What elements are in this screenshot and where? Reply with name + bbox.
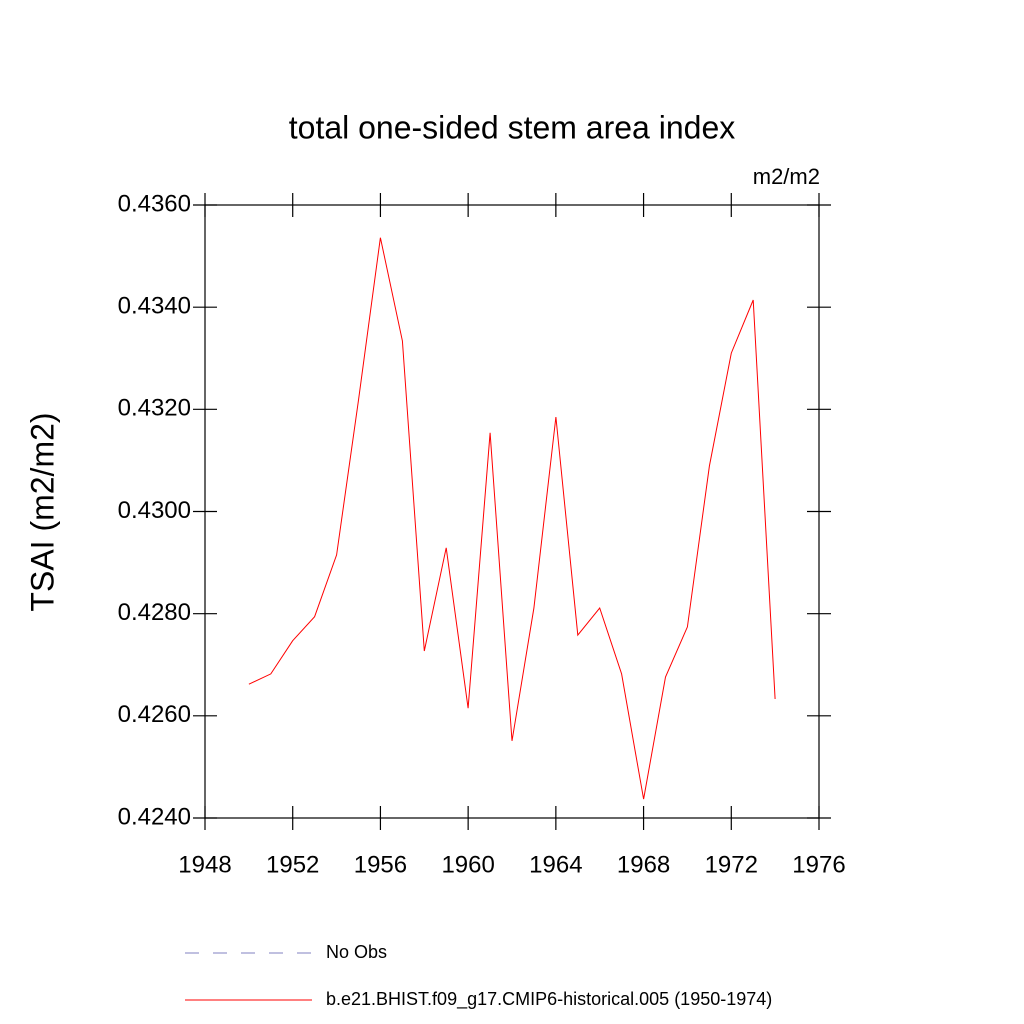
y-tick-label: 0.4360 [118,190,191,217]
y-tick-label: 0.4340 [118,293,191,320]
x-tick-label: 1976 [792,851,845,878]
legend-label: b.e21.BHIST.f09_g17.CMIP6-historical.005… [326,989,772,1010]
legend-label: No Obs [326,942,387,962]
x-tick-label: 1964 [529,851,582,878]
x-tick-label: 1956 [354,851,407,878]
x-tick-label: 1960 [441,851,494,878]
x-tick-label: 1948 [178,851,231,878]
y-axis-label: TSAI (m2/m2) [24,412,60,611]
units-label: m2/m2 [753,164,820,189]
y-tick-label: 0.4320 [118,395,191,422]
y-tick-label: 0.4260 [118,701,191,728]
chart-title: total one-sided stem area index [289,109,735,145]
y-tick-label: 0.4280 [118,599,191,626]
x-tick-label: 1968 [617,851,670,878]
data-line [248,237,776,800]
x-tick-label: 1972 [705,851,758,878]
y-tick-label: 0.4240 [118,803,191,830]
plot-frame [204,204,820,819]
y-tick-label: 0.4300 [118,497,191,524]
x-tick-label: 1952 [266,851,319,878]
